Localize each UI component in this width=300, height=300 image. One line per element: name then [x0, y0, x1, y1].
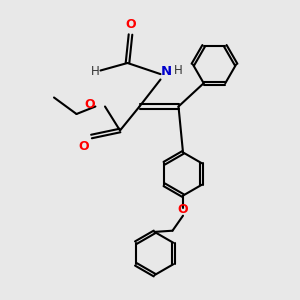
Text: H: H: [174, 64, 183, 77]
Text: O: O: [85, 98, 95, 111]
Text: O: O: [79, 140, 89, 153]
Text: N: N: [161, 65, 172, 78]
Text: H: H: [91, 65, 100, 79]
Text: O: O: [178, 202, 188, 216]
Text: O: O: [125, 19, 136, 32]
